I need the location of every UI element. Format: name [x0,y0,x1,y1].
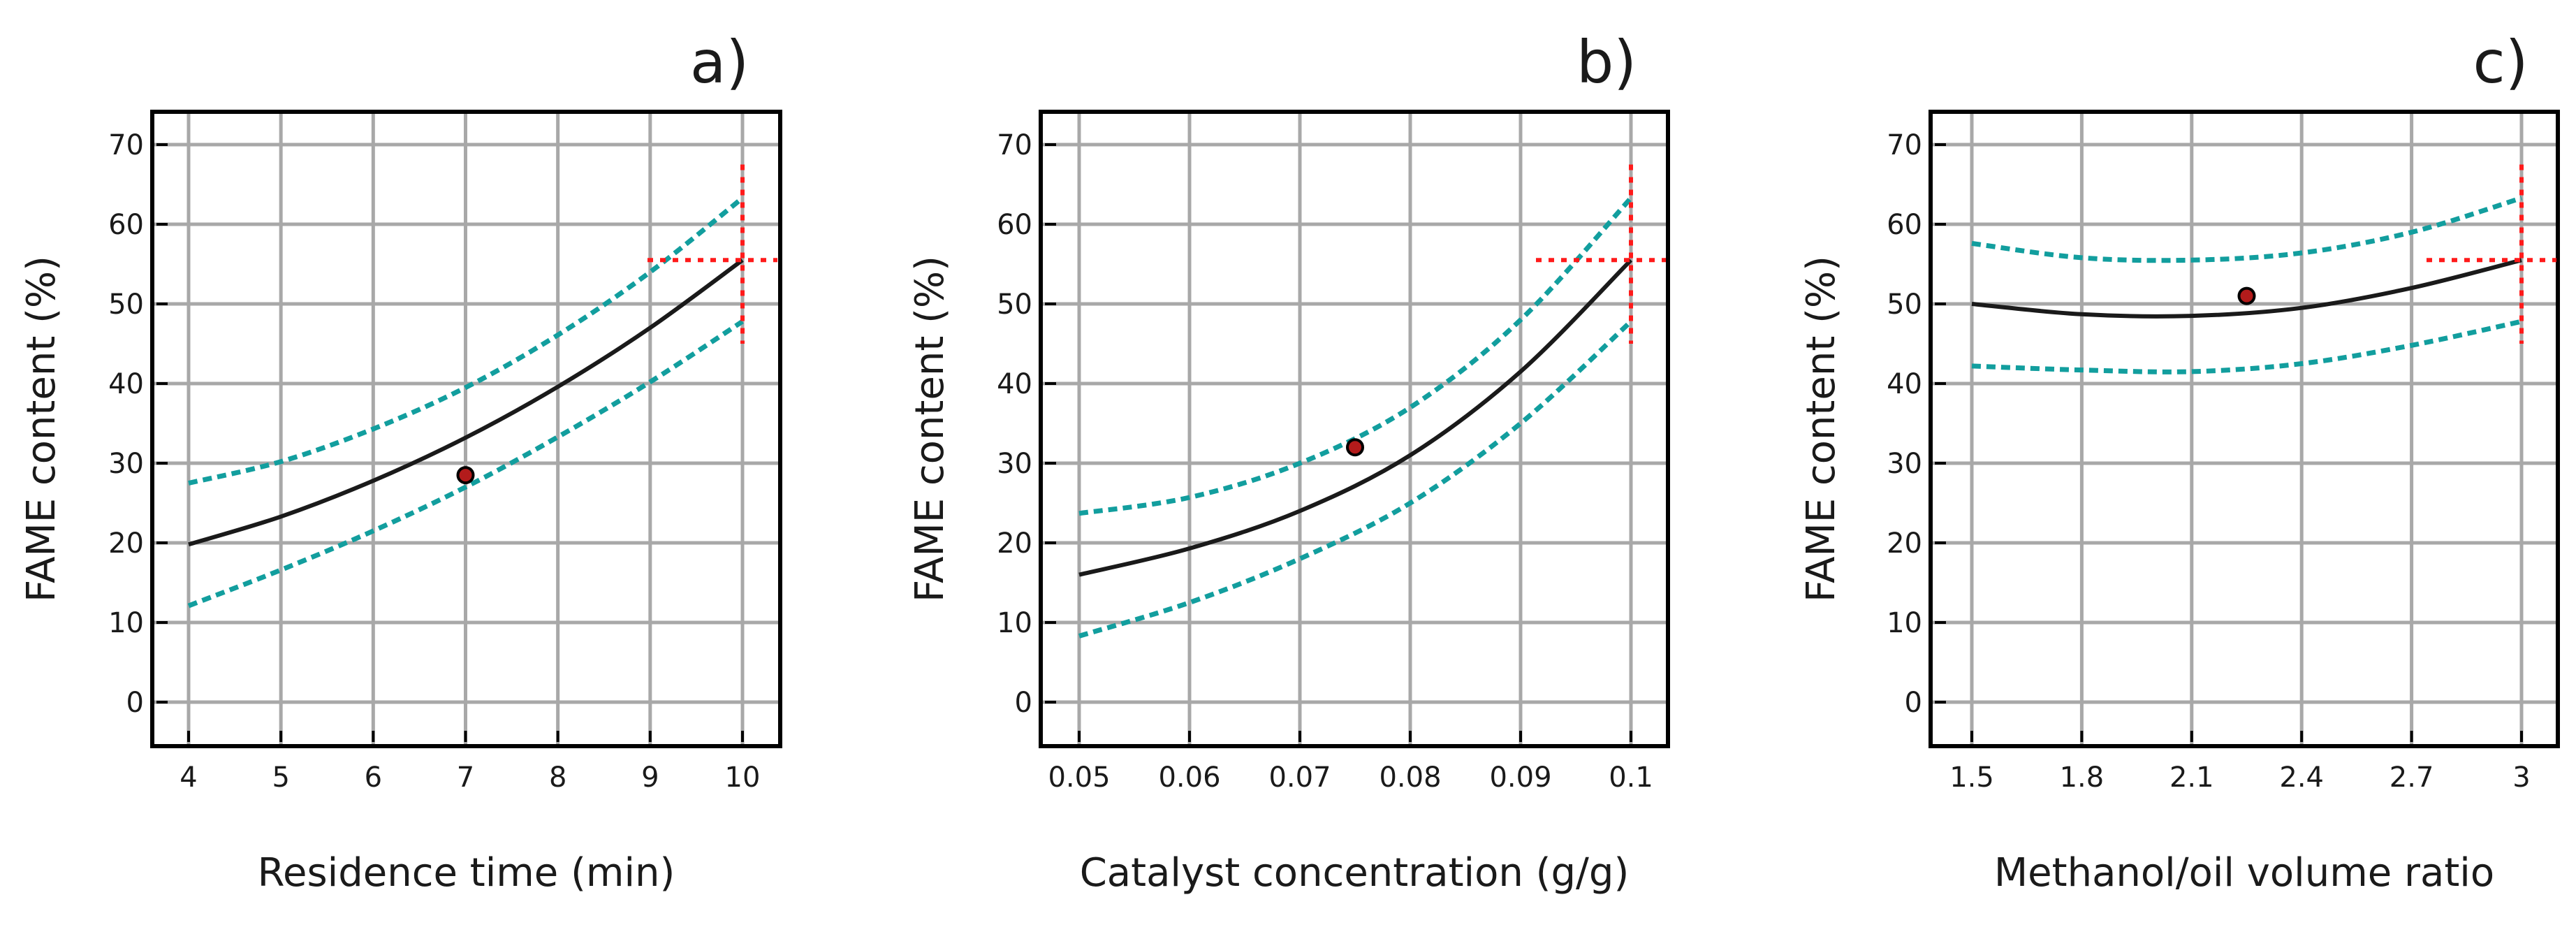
y-tick-label: 20 [108,527,144,560]
x-tick-label: 8 [549,762,566,794]
y-tick-label: 40 [1887,368,1922,400]
data-point [1346,438,1364,457]
y-tick-label: 10 [108,607,144,639]
x-tick-label: 0.1 [1609,762,1653,794]
fit-line [1078,258,1633,577]
y-axis-label: FAME content (%) [1799,256,1844,602]
fit-line [188,258,744,547]
x-tick-label: 1.8 [2060,762,2105,794]
x-tick-label: 2.1 [2169,762,2214,794]
x-tick-label: 2.7 [2390,762,2434,794]
y-tick-label: 60 [108,209,144,241]
plot-frame [1929,110,2560,748]
y-axis-label: FAME content (%) [19,256,64,602]
y-tick-label: 50 [1887,289,1922,321]
x-tick-label: 7 [457,762,474,794]
y-tick-label: 70 [108,129,144,161]
plot-frame [150,110,782,748]
y-tick-label: 60 [1887,209,1922,241]
upper-ci-line [188,196,745,486]
y-tick-label: 70 [1887,129,1922,161]
y-tick-label: 0 [1015,687,1032,719]
lower-ci-line [187,319,744,609]
y-tick-label: 0 [1905,687,1922,719]
x-axis-label: Residence time (min) [258,850,675,896]
x-axis-label: Methanol/oil volume ratio [1994,850,2494,896]
x-tick-label: 6 [365,762,382,794]
y-tick-label: 30 [1887,448,1922,480]
panel-label: c) [2473,28,2529,96]
upper-ci-line [1078,196,1633,516]
data-point [2237,286,2256,305]
y-tick-label: 30 [997,448,1032,480]
x-tick-label: 3 [2512,762,2530,794]
y-tick-label: 10 [1887,607,1922,639]
plot-frame [1039,110,1670,748]
y-tick-label: 20 [997,527,1032,560]
x-tick-label: 4 [180,762,197,794]
panel-label: a) [690,28,749,96]
x-tick-label: 5 [272,762,289,794]
panel-label: b) [1576,28,1637,96]
x-tick-label: 1.5 [1949,762,1994,794]
y-tick-label: 70 [997,129,1032,161]
y-tick-label: 0 [126,687,144,719]
upper-ci-line [1971,196,2523,263]
data-point [456,466,475,485]
y-tick-label: 40 [108,368,144,400]
x-tick-label: 9 [641,762,659,794]
y-tick-label: 50 [997,289,1032,321]
x-axis-label: Catalyst concentration (g/g) [1080,850,1630,896]
x-tick-label: 2.4 [2279,762,2324,794]
chart-panel-1: 0 10 20 30 40 50 60 70 4 5 6 7 8 9 10 Residence time (m… [19,28,782,896]
x-tick-label: 0.06 [1158,762,1220,794]
y-tick-label: 50 [108,289,144,321]
y-axis-label: FAME content (%) [907,256,953,602]
y-tick-label: 10 [997,607,1032,639]
chart-panel-3: 0 10 20 30 40 50 60 70 1.5 1.8 2.1 2.4 2.7 3 Methanol/… [1799,28,2560,896]
lower-ci-line [1078,319,1633,639]
x-tick-label: 0.05 [1048,762,1110,794]
chart-panel-2: 0 10 20 30 40 50 60 70 0.05 0.06 0.07 0.08 0.09 0.1 Ca… [907,28,1670,896]
x-tick-label: 0.09 [1489,762,1551,794]
x-tick-label: 0.08 [1379,762,1441,794]
lower-ci-line [1971,319,2522,374]
y-tick-label: 20 [1887,527,1922,560]
x-tick-label: 10 [725,762,761,794]
y-tick-label: 40 [997,368,1032,400]
x-tick-label: 0.07 [1268,762,1331,794]
fit-line [1971,258,2522,319]
y-tick-label: 60 [997,209,1032,241]
y-tick-label: 30 [108,448,144,480]
